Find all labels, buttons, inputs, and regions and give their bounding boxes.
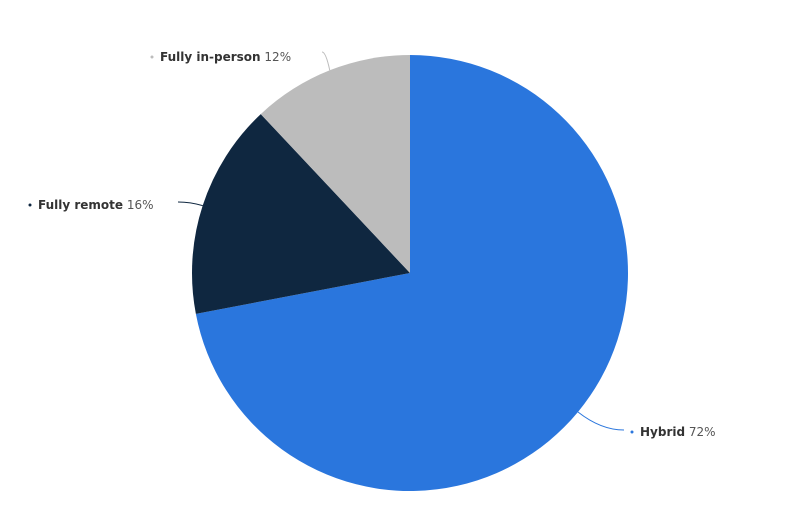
category-name: Hybrid [640,425,685,439]
data-label: Hybrid 72% [640,425,716,439]
category-name: Fully remote [38,198,123,212]
category-name: Fully in-person [160,50,261,64]
leader-line [577,411,625,431]
label-bullet [28,203,32,207]
value-label: 16% [127,198,154,212]
pie-slice [260,55,410,273]
label-bullet [150,55,154,59]
value-label: 12% [264,50,291,64]
pie-slice [192,114,410,314]
data-label: Fully remote 16% [38,198,154,212]
pie-slice [195,55,629,492]
leader-line [321,51,331,71]
leader-line [177,201,203,207]
label-bullet [630,430,634,434]
data-label: Fully in-person 12% [160,50,291,64]
value-label: 72% [689,425,716,439]
